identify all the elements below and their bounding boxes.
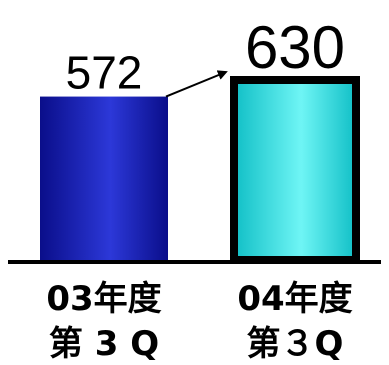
data-label-572: 572	[66, 47, 143, 99]
increase-arrow	[165, 70, 228, 98]
category-label-04-year: 04年度	[237, 279, 352, 319]
data-label-630: 630	[245, 14, 345, 81]
bar-03-q3	[40, 96, 168, 260]
category-label-03-quarter: 第 3 Q	[49, 324, 159, 364]
category-label-04-quarter: 第３Q	[247, 324, 344, 364]
category-label-03-year: 03年度	[46, 279, 161, 319]
bar-04-q3	[230, 76, 360, 264]
